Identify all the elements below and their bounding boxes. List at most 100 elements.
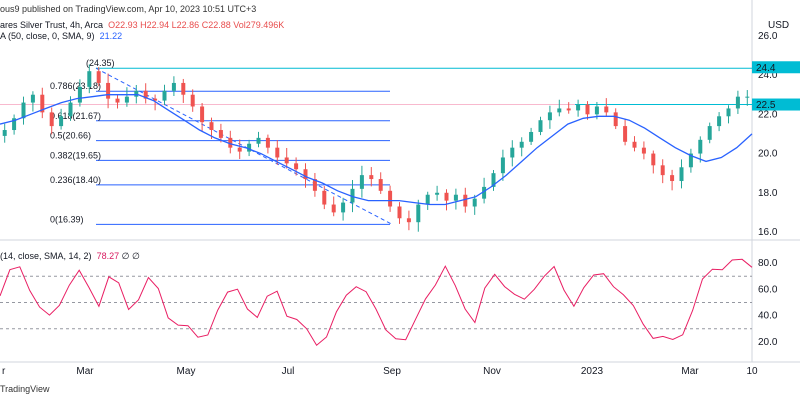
- fib-label-0.5: 0.5(20.66): [50, 131, 91, 141]
- rsi-tick-label: 80.0: [758, 258, 778, 269]
- candle-body: [2, 130, 7, 136]
- candle-body: [124, 96, 129, 103]
- candle-body: [406, 218, 411, 223]
- candle-body: [294, 163, 299, 170]
- candle-body: [312, 179, 317, 191]
- time-tick-label: Jul: [282, 366, 295, 377]
- candle-body: [143, 90, 148, 99]
- candle-body: [247, 143, 252, 152]
- rsi-extra: ∅ ∅: [121, 251, 140, 261]
- price-tick-label: 16.0: [758, 227, 778, 238]
- candle-body: [519, 141, 524, 148]
- rsi-tick-label: 60.0: [758, 284, 778, 295]
- symbol-legend: ares Silver Trust, 4h, Arca O22.93 H22.9…: [0, 20, 284, 30]
- candle-body: [594, 106, 599, 115]
- ohlc-open: O22.93: [108, 20, 138, 30]
- candle-body: [632, 141, 637, 148]
- candle-body: [463, 194, 468, 207]
- candle-body: [482, 186, 487, 199]
- candle-body: [190, 94, 195, 107]
- candle-body: [30, 94, 35, 103]
- price-badge-label: 22.5: [756, 100, 776, 111]
- ma-value: 21.22: [99, 31, 123, 41]
- candle-body: [500, 157, 505, 174]
- tradingview-footer: TradingView: [0, 384, 50, 394]
- rsi-line: [0, 258, 753, 346]
- candle-body: [256, 137, 261, 144]
- fib-label-0: 0(16.39): [50, 214, 84, 224]
- candle-body: [40, 94, 45, 113]
- candle-body: [275, 147, 280, 158]
- symbol-name: ares Silver Trust, 4h, Arca: [0, 20, 104, 30]
- currency-label: USD: [768, 20, 789, 31]
- price-tick-label: 20.0: [758, 149, 778, 160]
- candle-body: [679, 167, 684, 182]
- rsi-tick-label: 40.0: [758, 311, 778, 322]
- time-tick-label: Sep: [383, 366, 401, 377]
- time-tick-label: r: [2, 366, 6, 377]
- candle-body: [87, 71, 92, 87]
- fib-label-0.236: 0.236(18.40): [50, 175, 101, 185]
- time-tick-label: Mar: [681, 366, 699, 377]
- candle-body: [115, 98, 120, 103]
- candle-body: [425, 194, 430, 205]
- volume-value: Vol279.496K: [233, 20, 285, 30]
- fib-label-0.786: 0.786(23.18): [50, 81, 101, 91]
- fib-label-top: (24.35): [86, 58, 115, 68]
- candle-body: [745, 96, 750, 98]
- candle-body: [707, 126, 712, 140]
- rsi-legend: (14, close, SMA, 14, 2) 78.27 ∅ ∅: [0, 251, 140, 262]
- ma-legend: A (50, close, 0, SMA, 9) 21.22: [0, 31, 122, 41]
- candle-body: [200, 106, 205, 123]
- candle-body: [237, 147, 242, 152]
- candle-body: [369, 175, 374, 180]
- ohlc-close: C22.88: [201, 20, 231, 30]
- published-header: ous9 published on TradingView.com, Apr 1…: [0, 4, 257, 14]
- time-tick-label: Nov: [483, 366, 501, 377]
- candle-body: [106, 82, 111, 99]
- rsi-params: (14, close, SMA, 14, 2): [0, 251, 92, 261]
- fib-label-0.382: 0.382(19.65): [50, 150, 101, 160]
- candle-body: [331, 204, 336, 213]
- price-tick-label: 26.0: [758, 31, 778, 42]
- candle-body: [576, 104, 581, 111]
- candle-body: [397, 206, 402, 219]
- candle-body: [12, 118, 17, 131]
- candle-body: [604, 106, 609, 113]
- candle-body: [670, 175, 675, 182]
- candle-body: [651, 153, 656, 166]
- candle-body: [209, 122, 214, 131]
- ohlc-high: H22.94: [140, 20, 170, 30]
- price-tick-label: 24.0: [758, 70, 778, 81]
- time-tick-label: May: [177, 366, 196, 377]
- candle-body: [623, 126, 628, 142]
- candle-body: [585, 104, 590, 115]
- candle-body: [265, 137, 270, 148]
- rsi-tick-label: 20.0: [758, 337, 778, 348]
- candle-body: [162, 90, 167, 101]
- fib-label-0.618: 0.618(21.67): [50, 111, 101, 121]
- candle-body: [181, 82, 186, 95]
- price-tick-label: 22.0: [758, 109, 778, 120]
- price-badge-bg: [752, 61, 800, 74]
- candle-body: [547, 112, 552, 121]
- candle-body: [284, 157, 289, 164]
- candle-body: [557, 108, 562, 113]
- candle-body: [538, 120, 543, 132]
- price-badge-bg: [752, 98, 800, 111]
- candle-body: [688, 153, 693, 168]
- candle-body: [228, 137, 233, 148]
- candle-body: [59, 116, 64, 127]
- candle-body: [378, 179, 383, 191]
- price-badge-label: 24.4: [756, 63, 776, 74]
- candle-body: [717, 116, 722, 127]
- candle-body: [96, 71, 101, 83]
- candle-body: [134, 90, 139, 97]
- candle-body: [529, 131, 534, 142]
- candle-body: [303, 169, 308, 180]
- candle-body: [472, 198, 477, 207]
- candle-body: [68, 102, 73, 117]
- candle-body: [510, 147, 515, 158]
- candle-body: [153, 98, 158, 101]
